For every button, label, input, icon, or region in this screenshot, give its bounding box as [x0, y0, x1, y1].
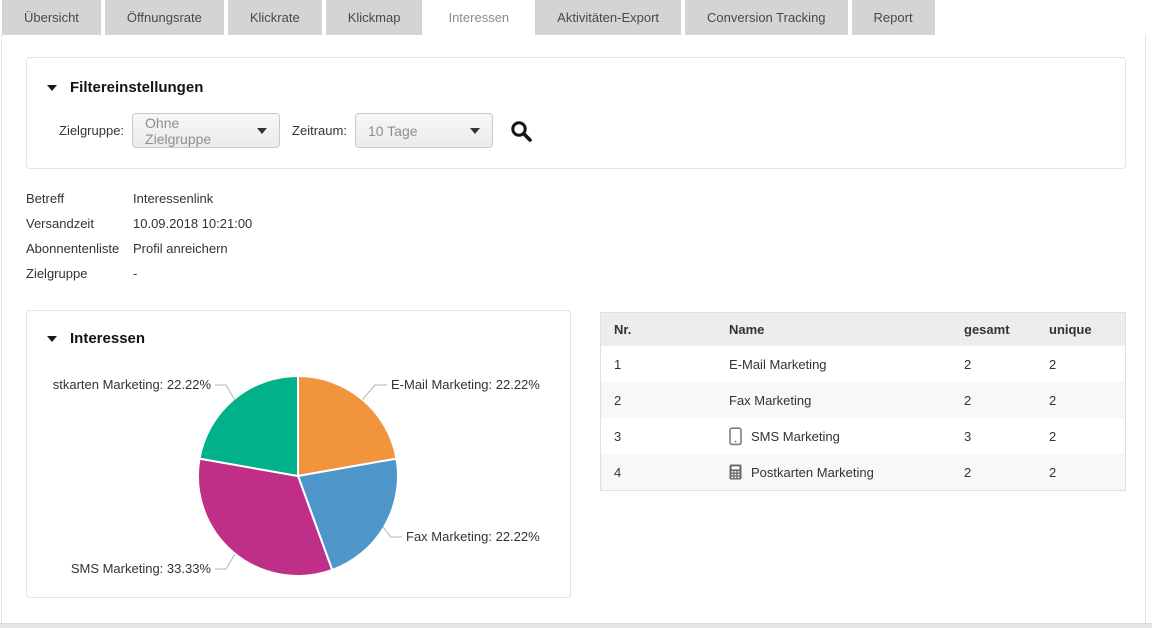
tab-bersicht[interactable]: Übersicht: [2, 0, 101, 35]
table-row-fax-marketing: 2Fax Marketing22: [601, 382, 1125, 418]
cell-name: Fax Marketing: [729, 393, 964, 408]
cell-gesamt: 2: [964, 465, 1049, 480]
pie-leader-line: [383, 527, 402, 537]
cell-name: SMS Marketing: [729, 427, 964, 446]
interests-pie-chart: E-Mail Marketing: 22.22% Fax Marketing: 2…: [27, 351, 570, 593]
filter-settings-title: Filtereinstellungen: [70, 79, 203, 96]
cell-gesamt: 2: [964, 357, 1049, 372]
smartphone-icon: [729, 427, 742, 446]
interest-name: E-Mail Marketing: [729, 357, 827, 372]
pie-label-sms-marketing: SMS Marketing: 33.33%: [71, 561, 212, 576]
table-row-postkarten-marketing: 4 Postkarten Marketing 22: [601, 454, 1125, 490]
pie-label-postkarten-marketing: stkarten Marketing: 22.22%: [53, 377, 212, 392]
tab-report[interactable]: Report: [852, 0, 935, 35]
message-info: BetreffInteressenlinkVersandzeit10.09.20…: [26, 189, 252, 289]
pie-label-fax-marketing: Fax Marketing: 22.22%: [406, 529, 540, 544]
search-button[interactable]: [508, 118, 534, 144]
zielgruppe-dropdown[interactable]: Ohne Zielgruppe: [132, 113, 280, 148]
column-header-nr: Nr.: [614, 322, 729, 337]
zeitraum-selected-value: 10 Tage: [368, 123, 418, 139]
interest-name: Postkarten Marketing: [751, 465, 874, 480]
pie-label-e-mail-marketing: E-Mail Marketing: 22.22%: [391, 377, 540, 392]
meta-label: Abonnentenliste: [26, 239, 133, 264]
meta-row-abonnentenliste: AbonnentenlisteProfil anreichern: [26, 239, 252, 264]
collapse-triangle-icon: [47, 336, 57, 342]
pie-leader-line: [215, 385, 235, 400]
meta-label: Zielgruppe: [26, 264, 133, 289]
meta-value: 10.09.2018 10:21:00: [133, 214, 252, 239]
filter-controls: Zielgruppe: Ohne Zielgruppe Zeitraum: 10…: [59, 113, 534, 148]
interests-header[interactable]: Interessen: [47, 330, 145, 347]
column-header-unique: unique: [1049, 322, 1125, 337]
meta-label: Versandzeit: [26, 214, 133, 239]
filter-settings-panel: Filtereinstellungen Zielgruppe: Ohne Zie…: [26, 57, 1126, 169]
cell-gesamt: 2: [964, 393, 1049, 408]
tab-conversion-tracking[interactable]: Conversion Tracking: [685, 0, 848, 35]
meta-value: Profil anreichern: [133, 239, 228, 264]
cell-unique: 2: [1049, 465, 1125, 480]
meta-row-betreff: BetreffInteressenlink: [26, 189, 252, 214]
interest-name: SMS Marketing: [751, 429, 840, 444]
interests-title: Interessen: [70, 330, 145, 347]
cell-name: Postkarten Marketing: [729, 464, 964, 480]
meta-value: -: [133, 264, 137, 289]
cell-gesamt: 3: [964, 429, 1049, 444]
interests-report-page: ÜbersichtÖffnungsrateKlickrateKlickmapIn…: [0, 0, 1152, 628]
interests-table-body: 1E-Mail Marketing222Fax Marketing223SMS …: [601, 346, 1125, 490]
pie-slice-postkarten-marketing[interactable]: [200, 376, 299, 476]
meta-row-zielgruppe: Zielgruppe-: [26, 264, 252, 289]
table-row-e-mail-marketing: 1E-Mail Marketing 22: [601, 346, 1125, 382]
calculator-icon: [729, 464, 742, 480]
cell-nr: 2: [614, 393, 729, 408]
tab-bar: ÜbersichtÖffnungsrateKlickrateKlickmapIn…: [0, 0, 1152, 35]
cell-nr: 1: [614, 357, 729, 372]
pie-leader-line: [215, 554, 235, 569]
cell-unique: 2: [1049, 357, 1125, 372]
interests-table: Nr.Namegesamtunique 1E-Mail Marketing222…: [600, 312, 1126, 491]
column-header-gesamt: gesamt: [964, 322, 1049, 337]
filter-settings-header[interactable]: Filtereinstellungen: [47, 79, 203, 96]
interest-name: Fax Marketing: [729, 393, 811, 408]
meta-label: Betreff: [26, 189, 133, 214]
tab-interessen[interactable]: Interessen: [426, 0, 531, 35]
tab-aktivit-ten-export[interactable]: Aktivitäten-Export: [535, 0, 681, 35]
pie-leader-line: [363, 385, 388, 400]
table-header: Nr.Namegesamtunique: [601, 313, 1125, 346]
table-row-sms-marketing: 3SMS Marketing32: [601, 418, 1125, 454]
column-header-name: Name: [729, 322, 964, 337]
chevron-down-icon: [470, 128, 480, 134]
zeitraum-dropdown[interactable]: 10 Tage: [355, 113, 493, 148]
cell-nr: 4: [614, 465, 729, 480]
cell-unique: 2: [1049, 393, 1125, 408]
zeitraum-label: Zeitraum:: [292, 123, 347, 138]
tab-klickrate[interactable]: Klickrate: [228, 0, 322, 35]
meta-row-versandzeit: Versandzeit10.09.2018 10:21:00: [26, 214, 252, 239]
cell-nr: 3: [614, 429, 729, 444]
collapse-triangle-icon: [47, 85, 57, 91]
meta-value: Interessenlink: [133, 189, 213, 214]
page-bottom-edge: [0, 623, 1152, 628]
magnifier-icon: [509, 119, 533, 143]
interests-panel: Interessen E-Mail Marketing: 22.22% Fax M…: [26, 310, 571, 598]
zielgruppe-label: Zielgruppe:: [59, 123, 124, 138]
cell-unique: 2: [1049, 429, 1125, 444]
tab-klickmap[interactable]: Klickmap: [326, 0, 423, 35]
chevron-down-icon: [257, 128, 267, 134]
zielgruppe-selected-value: Ohne Zielgruppe: [145, 115, 247, 147]
tab-ffnungsrate[interactable]: Öffnungsrate: [105, 0, 224, 35]
cell-name: E-Mail Marketing: [729, 357, 964, 372]
